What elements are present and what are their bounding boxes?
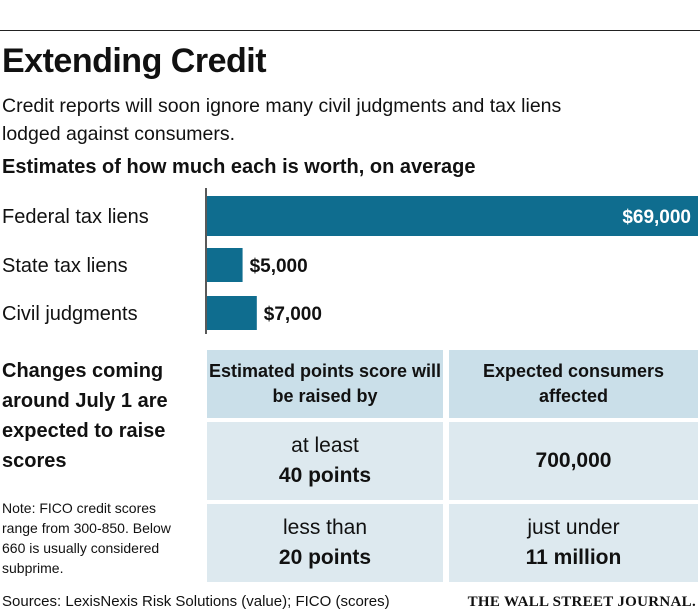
points-prefix: at least [291,434,359,457]
chart-subtitle: Credit reports will soon ignore many civ… [2,95,562,145]
consumers-value: 700,000 [535,449,612,472]
bar-section-title: Estimates of how much each is worth, on … [2,156,476,178]
sources: Sources: LexisNexis Risk Solutions (valu… [2,593,390,610]
cell-consumers-row1: 700,000 [449,422,698,500]
category-label: Federal tax liens [2,206,149,228]
consumers-value: 11 million [525,546,622,569]
bar [207,196,698,236]
data-label: $7,000 [264,304,322,325]
cell-points-row2: less than 20 points [207,504,443,582]
header-consumers: Expected consumers affected [449,350,698,418]
category-label: State tax liens [2,255,128,277]
changes-heading: Changes coming around July 1 are expecte… [2,360,168,472]
points-value: 20 points [278,546,372,569]
impact-table: Estimated points score will be raised by… [207,350,698,582]
bar [207,296,257,330]
header-points: Estimated points score will be raised by [207,350,443,418]
note: Note: FICO credit scores range from 300-… [2,500,171,576]
chart-title: Extending Credit [2,42,267,80]
bar-chart: Federal tax liens $69,000 State tax liens $… [2,188,698,334]
consumers-prefix: just under [527,516,620,539]
data-label: $5,000 [250,256,308,277]
publisher-logo: THE WALL STREET JOURNAL. [467,594,696,610]
bar [207,248,243,282]
cell-consumers-row2: just under 11 million [449,504,698,582]
category-label: Civil judgments [2,303,138,325]
top-rule [0,30,700,31]
points-prefix: less than [282,516,368,539]
data-label: $69,000 [622,207,691,228]
cell-points-row1: at least 40 points [207,422,443,500]
points-value: 40 points [278,464,372,487]
